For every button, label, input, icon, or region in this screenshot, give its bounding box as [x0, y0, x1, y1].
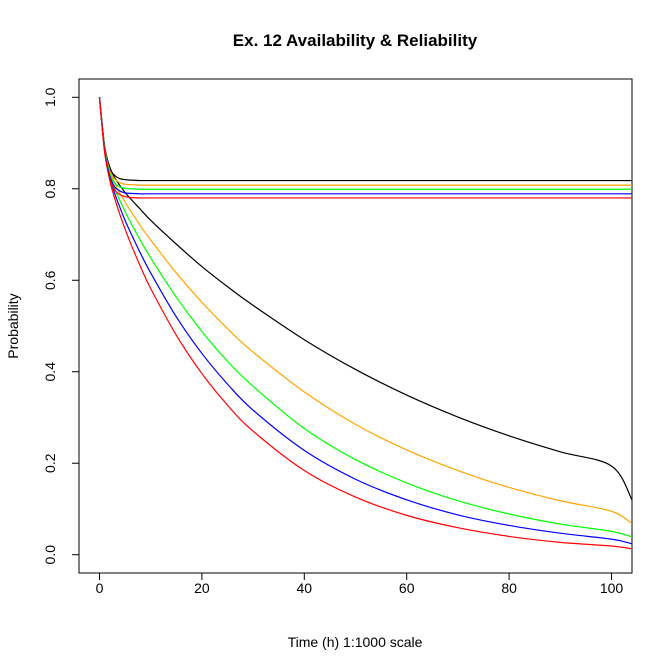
y-tick-label: 0.4 [42, 362, 58, 382]
x-axis-label: Time (h) 1:1000 scale [288, 634, 423, 650]
x-tick-label: 80 [501, 580, 517, 596]
reliability-series-line [98, 97, 633, 525]
x-axis: 0 20 40 60 80 100 [96, 572, 624, 596]
series-group [98, 97, 633, 550]
reliability-series-line [98, 97, 633, 545]
y-tick-label: 0.8 [42, 179, 58, 199]
x-tick-label: 20 [194, 580, 210, 596]
y-axis-label: Probability [5, 293, 21, 358]
x-tick-label: 100 [600, 580, 624, 596]
y-tick-label: 1.0 [42, 87, 58, 107]
availability-series-line [98, 97, 632, 190]
y-axis: 0.0 0.2 0.4 0.6 0.8 1.0 [42, 87, 80, 565]
y-tick-label: 0.6 [42, 270, 58, 290]
y-tick-label: 0.0 [42, 545, 58, 565]
x-tick-label: 40 [297, 580, 313, 596]
availability-series-line [98, 97, 632, 195]
reliability-series-line [98, 97, 633, 550]
availability-series-line [98, 97, 632, 182]
y-tick-label: 0.2 [42, 453, 58, 473]
availability-series-line [98, 97, 632, 186]
x-tick-label: 60 [399, 580, 415, 596]
x-tick-label: 0 [96, 580, 104, 596]
chart-title: Ex. 12 Availability & Reliability [233, 31, 478, 50]
availability-series-line [98, 97, 632, 199]
